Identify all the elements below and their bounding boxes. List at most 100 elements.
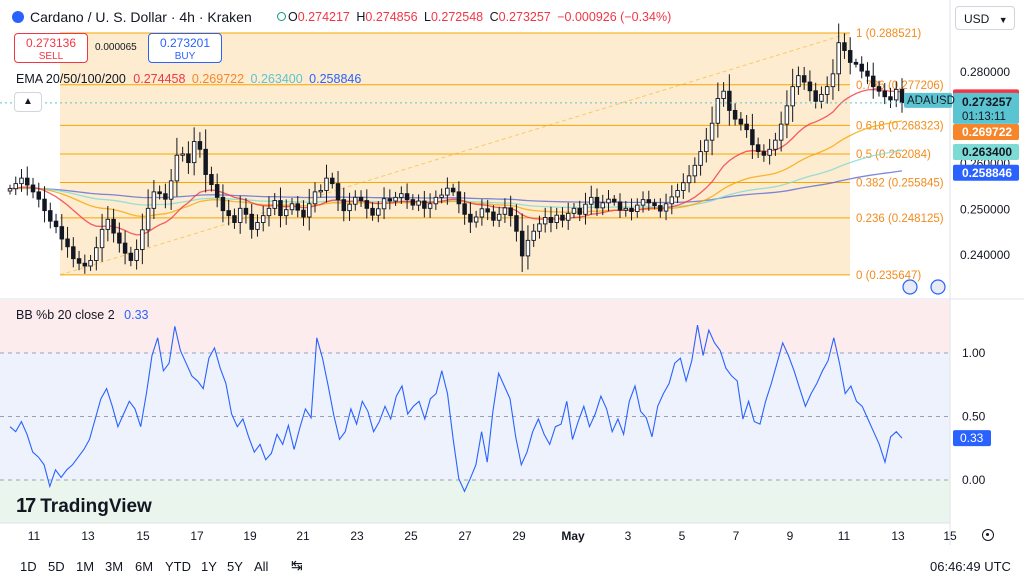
candle-body (491, 211, 496, 221)
bar-countdown: 01:13:11 (962, 111, 1006, 123)
ema50-price-tag: 0.269722 (962, 125, 1012, 139)
bb-oversold-zone (0, 480, 950, 523)
candle-body (232, 215, 237, 223)
candle-body (30, 184, 36, 193)
ema-label: EMA 20/50/100/200 (16, 72, 126, 86)
ema20-value: 0.274458 (133, 72, 186, 86)
timeframe-6m[interactable]: 6M (135, 559, 154, 574)
candle-body (565, 212, 571, 221)
sell-price: 0.273136 (25, 36, 77, 50)
candle-body (48, 210, 53, 222)
candle-body (324, 177, 329, 191)
candle-body (358, 196, 364, 202)
symbol-logo-icon (12, 11, 24, 23)
candle-body (53, 220, 59, 228)
candle-body (82, 262, 88, 267)
candle-body (537, 223, 542, 232)
candle-body (640, 199, 646, 206)
candle-body (692, 164, 698, 177)
timeframe-1d[interactable]: 1D (20, 559, 37, 574)
ohlc-open-key: O (288, 10, 298, 24)
fib-level-label: 0.382 (0.255845) (856, 178, 944, 190)
ohlc-close: 0.273257 (498, 10, 551, 24)
utc-clock[interactable]: 06:46:49 UTC (930, 559, 1011, 574)
candle-body (859, 63, 864, 72)
fib-level-label: 1 (0.288521) (856, 28, 921, 40)
candle-body (370, 207, 375, 216)
candle-body (727, 90, 732, 111)
candle-body (767, 148, 772, 156)
candle-body (59, 226, 65, 240)
economic-event-icon-0 (902, 279, 918, 295)
candle-body (629, 207, 634, 212)
candle-body (307, 203, 312, 218)
candle-body (157, 191, 162, 195)
time-tick-label: 15 (136, 529, 150, 543)
candle-body (13, 183, 18, 190)
candle-body (341, 199, 347, 212)
timeframe-3m[interactable]: 3M (105, 559, 124, 574)
price-tick-label: 0.240000 (960, 248, 1010, 262)
candle-body (583, 203, 588, 215)
chevron-down-icon: ▼ (998, 15, 1008, 25)
time-tick-label: 15 (943, 529, 957, 543)
chevron-up-icon[interactable]: ▲ (14, 92, 42, 112)
candle-body (652, 202, 657, 207)
time-tick-label: 5 (679, 529, 686, 543)
time-tick-label: 11 (838, 529, 851, 543)
candle-body (600, 202, 605, 209)
calendar-range-icon[interactable]: ↹ (291, 557, 303, 573)
candle-body (111, 218, 116, 234)
bb-tick-label: 1.00 (962, 346, 986, 360)
economic-event-icon-1 (930, 279, 946, 295)
tradingview-logo[interactable]: 17 TradingView (16, 495, 152, 518)
gear-icon[interactable] (982, 529, 994, 541)
candle-body (750, 129, 755, 146)
time-tick-label: 11 (28, 529, 41, 543)
candle-body (531, 230, 536, 241)
ohlc-close-key: C (489, 10, 499, 24)
fib-level-label: 0.5 (0.262084) (856, 149, 931, 161)
ema100-price-tag-bg (953, 143, 1019, 160)
candle-body (197, 141, 203, 150)
bb-tick-label: 0.50 (962, 410, 986, 424)
timeframe-1y[interactable]: 1Y (201, 559, 217, 574)
candle-body (347, 203, 352, 212)
ema-legend[interactable]: EMA 20/50/100/200 0.274458 0.269722 0.26… (16, 72, 361, 86)
candle-body (191, 141, 197, 164)
timeframe-ytd[interactable]: YTD (165, 559, 191, 574)
sell-button[interactable]: 0.273136 SELL (14, 33, 88, 63)
bb-value-tag-bg (953, 430, 991, 447)
timeframe-all[interactable]: All (254, 559, 269, 574)
candle-body (888, 96, 893, 101)
candle-body (272, 200, 277, 209)
candle-body (560, 214, 565, 221)
candle-body (439, 194, 444, 198)
currency-select[interactable]: USD ▼ (955, 6, 1015, 30)
candle-body (404, 193, 410, 201)
time-tick-label: May (561, 529, 585, 543)
candle-body (94, 247, 99, 261)
ohlc-low: 0.272548 (430, 10, 484, 24)
candle-body (450, 187, 456, 193)
candle-body (99, 228, 105, 249)
candle-body (353, 196, 358, 205)
candle-body (612, 198, 617, 203)
candle-body (416, 200, 421, 206)
timeframe-5d[interactable]: 5D (48, 559, 65, 574)
bb-legend[interactable]: BB %b 20 close 2 0.33 (16, 308, 149, 322)
timeframe-1m[interactable]: 1M (76, 559, 95, 574)
ema50-line (9, 120, 903, 218)
buy-button[interactable]: 0.273201 BUY (148, 33, 222, 63)
timeframe-5y[interactable]: 5Y (227, 559, 243, 574)
price-tick-label: 0.280000 (960, 65, 1010, 79)
candle-body (174, 154, 180, 182)
candle-body (462, 203, 467, 215)
candle-body (312, 191, 318, 205)
candle-body (847, 50, 853, 63)
candle-body (894, 88, 899, 101)
symbol-title[interactable]: Cardano / U. S. Dollar · 4h · Kraken (30, 9, 252, 25)
candle-body (65, 238, 70, 248)
ema50-price-tag-bg (953, 124, 1019, 141)
